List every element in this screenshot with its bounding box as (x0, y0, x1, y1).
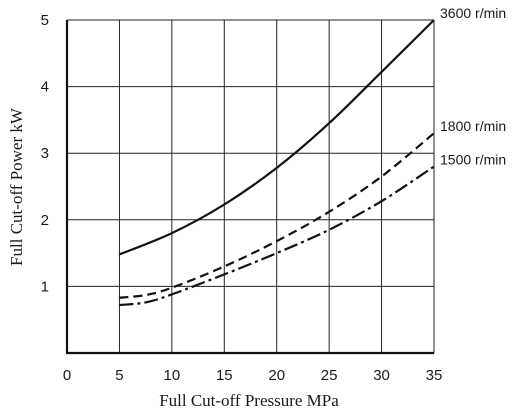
x-tick-label: 0 (63, 367, 71, 384)
x-tick-label: 25 (321, 367, 338, 384)
series-label: 1500 r/min (440, 152, 506, 168)
curves (118, 19, 435, 307)
series-label: 1800 r/min (440, 118, 506, 134)
series-label: 3600 r/min (440, 5, 506, 21)
y-axis-title: Full Cut-off Power kW (7, 107, 26, 266)
x-tick-label: 35 (426, 367, 443, 384)
series-line-1800-r-min (119, 132, 435, 299)
y-tick-label: 5 (41, 12, 49, 29)
x-tick-label: 30 (373, 367, 390, 384)
series-labels: 3600 r/min 1800 r/min 1500 r/min (440, 5, 506, 168)
x-tick-label: 10 (164, 367, 181, 384)
series-line-1500-r-min (119, 165, 435, 307)
x-tick-label: 5 (115, 367, 123, 384)
tick-labels: 0 5 10 15 20 25 30 35 1 2 3 4 5 (41, 12, 443, 384)
y-tick-label: 1 (41, 278, 49, 295)
axes (65, 20, 434, 355)
y-tick-label: 3 (41, 145, 49, 162)
x-tick-label: 20 (268, 367, 285, 384)
x-axis-title: Full Cut-off Pressure MPa (159, 391, 339, 410)
y-tick-label: 4 (41, 79, 49, 96)
series-line-3600-r-min (118, 19, 435, 256)
x-tick-label: 15 (216, 367, 233, 384)
y-tick-label: 2 (41, 212, 49, 229)
grid (67, 19, 435, 353)
